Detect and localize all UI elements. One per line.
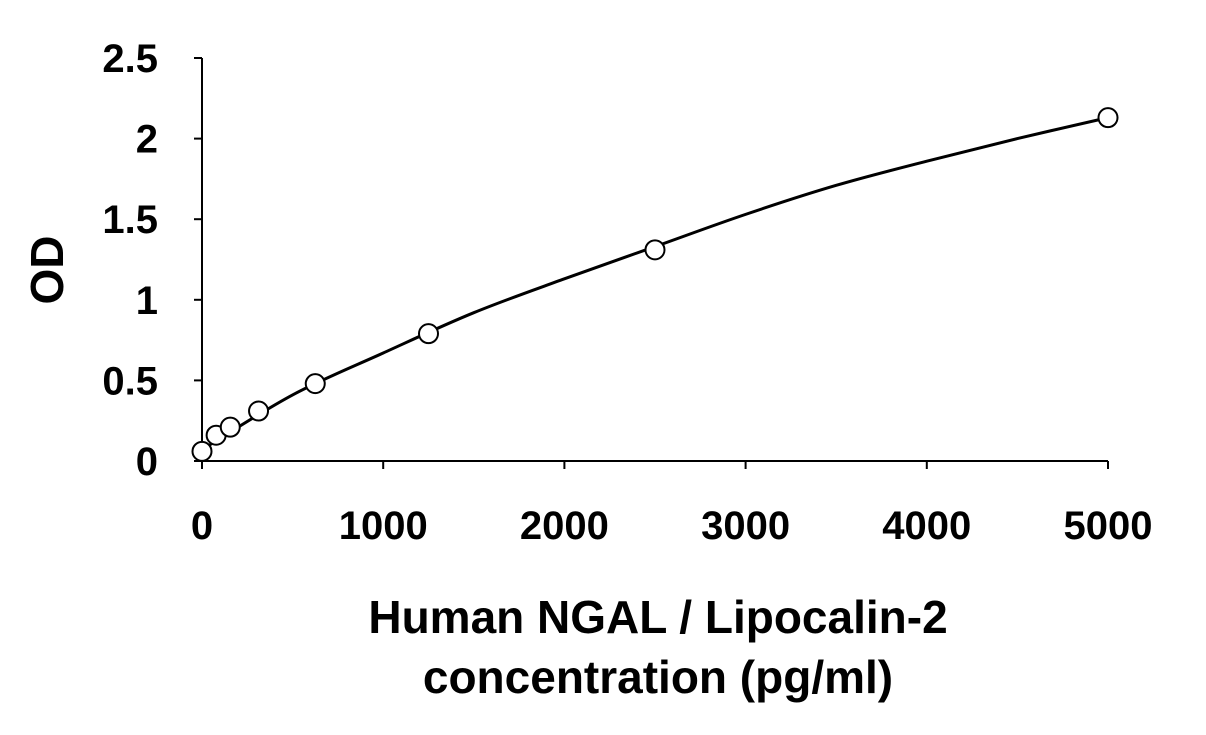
x-tick-label-5000: 5000: [1064, 504, 1153, 548]
data-point-4: [304, 373, 326, 395]
x-axis-ticks: [201, 461, 1109, 469]
data-point-6: [644, 239, 666, 261]
data-point-2: [219, 416, 241, 438]
x-tick-label-0: 0: [191, 504, 213, 548]
y-tick-labels: 0 0.5 1 1.5 2 2.5: [102, 37, 158, 484]
y-tick-label-2.5: 2.5: [102, 37, 158, 81]
data-points: [191, 107, 1119, 462]
y-tick-label-0.5: 0.5: [102, 359, 158, 403]
y-tick-label-2: 2: [136, 118, 158, 162]
x-tick-label-4000: 4000: [882, 504, 971, 548]
x-axis-label-line-1: Human NGAL / Lipocalin-2: [368, 591, 947, 643]
x-tick-label-3000: 3000: [701, 504, 790, 548]
x-tick-label-2000: 2000: [520, 504, 609, 548]
x-tick-label-1000: 1000: [339, 504, 428, 548]
data-point-5: [418, 323, 439, 345]
x-axis-label-line-2: concentration (pg/ml): [423, 651, 893, 703]
data-point-3: [248, 400, 270, 422]
y-tick-label-1.5: 1.5: [102, 198, 158, 242]
data-point-0: [191, 440, 213, 462]
y-tick-label-1: 1: [136, 279, 158, 323]
y-tick-label-0: 0: [136, 440, 158, 484]
y-axis-label: OD: [21, 236, 73, 305]
fit-curve: [201, 116, 1109, 452]
x-tick-labels: 0 1000 2000 3000 4000 5000: [191, 504, 1153, 548]
y-axis-ticks: [194, 57, 202, 462]
data-point-7: [1097, 107, 1119, 129]
